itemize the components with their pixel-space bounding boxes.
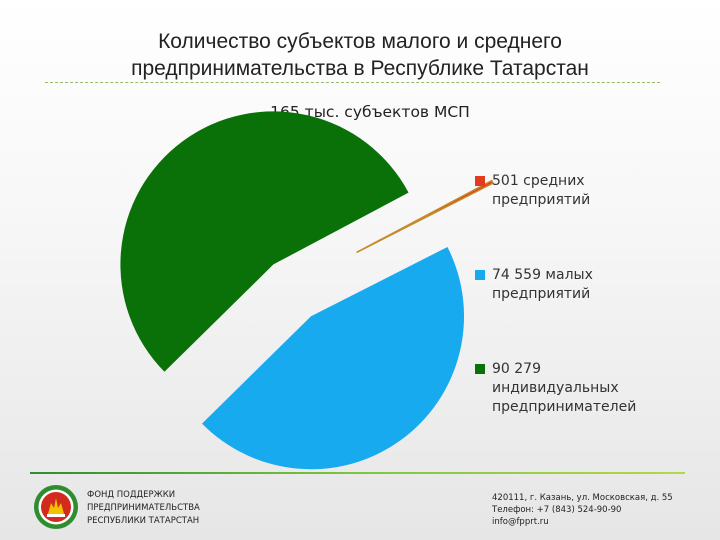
pie-slice-small: [202, 246, 465, 470]
pie-slice-individual: [120, 111, 409, 372]
contact-address: 420111, г. Казань, ул. Московская, д. 55: [492, 493, 673, 503]
chart-title: 165 тыс. субъектов МСП: [270, 103, 470, 121]
title-divider: [45, 82, 660, 83]
page-title: Количество субъектов малого и среднего п…: [40, 28, 680, 82]
contact-info: 420111, г. Казань, ул. Московская, д. 55…: [492, 492, 712, 528]
legend-label-individual-2: индивидуальных: [492, 380, 619, 396]
footer-divider: [30, 472, 685, 474]
legend-label-individual-3: предпринимателей: [492, 399, 637, 415]
legend-label-individual-1: 90 279: [492, 361, 541, 377]
title-line-2: предпринимательства в Республике Татарст…: [131, 57, 589, 80]
legend-label-medium-1: 501 средних: [492, 173, 585, 189]
legend-swatch-small: [475, 270, 485, 280]
fund-name: ФОНД ПОДДЕРЖКИ ПРЕДПРИНИМАТЕЛЬСТВА РЕСПУ…: [87, 489, 287, 528]
contact-email: info@fpprt.ru: [492, 517, 549, 527]
title-line-1: Количество субъектов малого и среднего: [158, 30, 562, 53]
fund-name-line-3: РЕСПУБЛИКИ ТАТАРСТАН: [87, 516, 200, 526]
contact-phone: Телефон: +7 (843) 524-90-90: [492, 505, 622, 515]
legend-label-medium-2: предприятий: [492, 192, 591, 208]
pie-slice-medium: [356, 179, 494, 254]
fund-logo: [34, 485, 78, 529]
fund-name-line-1: ФОНД ПОДДЕРЖКИ: [87, 490, 176, 500]
legend-swatch-individual: [475, 364, 485, 374]
legend-swatch-medium: [475, 176, 485, 186]
legend-label-small-1: 74 559 малых: [492, 267, 593, 283]
legend-label-small-2: предприятий: [492, 286, 591, 302]
fund-name-line-2: ПРЕДПРИНИМАТЕЛЬСТВА: [87, 503, 200, 513]
